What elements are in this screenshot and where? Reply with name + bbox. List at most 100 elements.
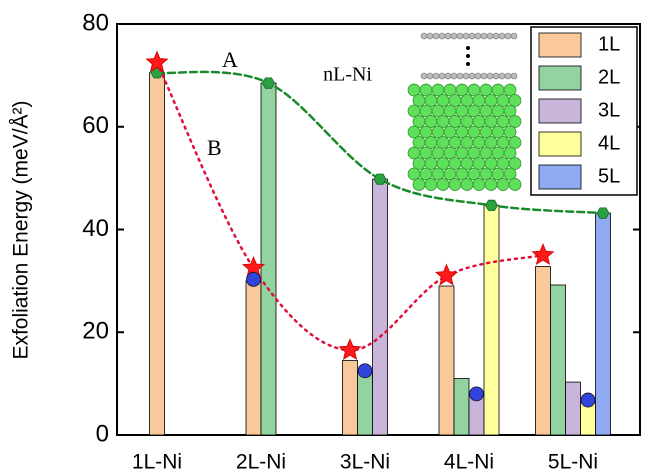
inset-atom <box>468 126 480 138</box>
inset-atom <box>468 84 480 96</box>
inset-atom <box>445 33 451 39</box>
inset-atom <box>493 73 499 79</box>
inset-atom <box>425 137 437 149</box>
inset-atom <box>437 158 449 170</box>
inset-atom <box>437 95 449 107</box>
inset-atom <box>408 168 420 180</box>
hexagon-marker <box>597 208 609 218</box>
inset-atom <box>480 126 492 138</box>
inset-atom <box>413 137 425 149</box>
inset-atom <box>480 168 492 180</box>
inset-atom <box>413 116 425 128</box>
inset-atom <box>420 84 432 96</box>
inset-atom <box>425 116 437 128</box>
chart: Exfoliation Energy (meV/Å²) nL-Ni 020406… <box>0 0 652 476</box>
legend-swatch <box>539 99 581 123</box>
inset-atom <box>456 147 468 159</box>
bar <box>358 372 373 435</box>
inset-atom <box>473 95 485 107</box>
bar <box>596 213 611 435</box>
inset-atom <box>427 33 433 39</box>
y-tick-label: 0 <box>96 420 109 447</box>
circle-marker <box>581 393 595 407</box>
inset-atom <box>468 147 480 159</box>
inset-dot <box>466 54 470 58</box>
legend-label: 1L <box>598 33 620 55</box>
inset-atom <box>420 126 432 138</box>
inset-atom <box>480 84 492 96</box>
inset-atom <box>432 84 444 96</box>
inset-atom <box>497 179 509 191</box>
inset-atom <box>408 105 420 117</box>
inset-atom <box>461 179 473 191</box>
inset-atom <box>425 179 437 191</box>
inset-atom <box>427 73 433 79</box>
inset-atom <box>485 95 497 107</box>
bar <box>536 266 551 435</box>
inset-atom <box>485 158 497 170</box>
inset-atom <box>487 73 493 79</box>
inset-atom <box>497 158 509 170</box>
inset-atom <box>509 116 521 128</box>
inset-atom <box>475 73 481 79</box>
inset-atom <box>457 73 463 79</box>
inset-atom <box>461 116 473 128</box>
inset-atom <box>456 105 468 117</box>
inset-atom <box>469 33 475 39</box>
inset-atom <box>492 168 504 180</box>
curve-label: B <box>207 135 222 160</box>
inset-atom <box>456 168 468 180</box>
inset-atom <box>433 33 439 39</box>
bar <box>150 73 165 435</box>
inset-atom <box>499 73 505 79</box>
star-marker <box>340 339 361 359</box>
inset-atom <box>449 137 461 149</box>
inset-atom <box>456 126 468 138</box>
inset-atom <box>473 116 485 128</box>
inset-atom <box>492 105 504 117</box>
legend-swatch <box>539 66 581 90</box>
y-tick-label: 20 <box>82 318 109 345</box>
bar <box>261 83 276 435</box>
inset-atom <box>421 33 427 39</box>
inset-atom <box>485 116 497 128</box>
inset-atom <box>475 33 481 39</box>
inset-atom <box>473 179 485 191</box>
inset-atom <box>439 73 445 79</box>
curve-label: A <box>222 47 238 72</box>
x-tick-label: 2L-Ni <box>236 451 286 474</box>
y-tick-label: 40 <box>82 215 109 242</box>
bar <box>343 361 358 435</box>
circle-marker <box>247 272 261 286</box>
inset-atom <box>439 33 445 39</box>
inset-atom <box>492 84 504 96</box>
inset-atom <box>413 158 425 170</box>
x-tick-label: 3L-Ni <box>340 451 390 474</box>
inset-atom <box>444 168 456 180</box>
legend-label: 5L <box>598 165 620 187</box>
bar <box>246 281 261 435</box>
inset-atom <box>456 84 468 96</box>
inset-atom <box>509 179 521 191</box>
inset-atom <box>473 158 485 170</box>
circle-marker <box>358 364 372 378</box>
bar <box>551 285 566 435</box>
inset-atom <box>480 105 492 117</box>
inset-atom <box>432 105 444 117</box>
inset-dot <box>466 46 470 50</box>
inset-atom <box>449 95 461 107</box>
y-tick-label: 80 <box>82 9 109 36</box>
star-marker <box>436 265 457 285</box>
hexagon-marker <box>486 200 498 210</box>
star-marker <box>533 244 554 264</box>
inset-atom <box>432 147 444 159</box>
inset-atom <box>492 126 504 138</box>
inset-atom <box>421 73 427 79</box>
inset-label: nL-Ni <box>323 64 372 86</box>
inset-atom <box>487 33 493 39</box>
inset-atom <box>449 179 461 191</box>
inset-atom <box>468 168 480 180</box>
inset-atom <box>511 33 517 39</box>
inset-atom <box>463 33 469 39</box>
bar <box>454 378 469 435</box>
